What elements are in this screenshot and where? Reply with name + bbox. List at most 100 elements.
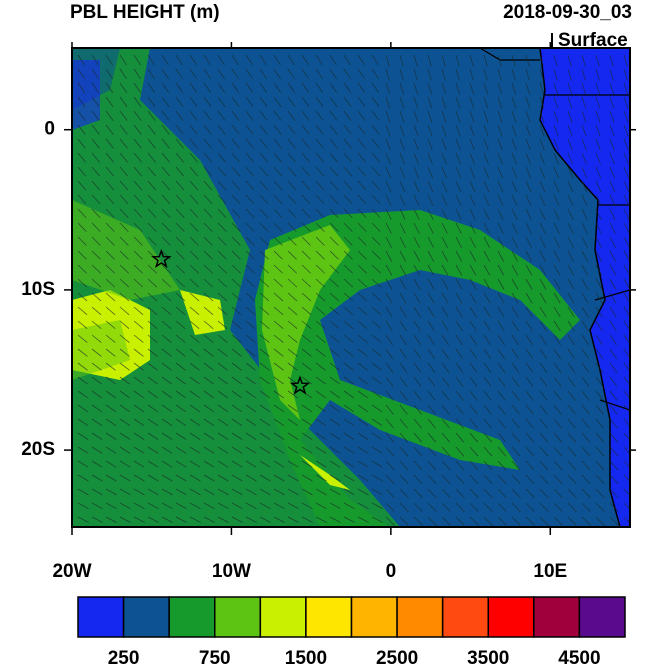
wind-barb: [119, 250, 129, 260]
wind-barb: [287, 516, 299, 523]
wind-barb: [105, 446, 117, 454]
wind-barb: [147, 208, 157, 219]
wind-barb: [273, 166, 283, 177]
wind-barb: [385, 68, 390, 81]
wind-barb: [161, 236, 171, 246]
wind-barb: [581, 362, 590, 373]
wind-barb: [385, 264, 393, 276]
wind-barb: [357, 208, 367, 219]
wind-barb: [147, 334, 158, 343]
wind-barb: [287, 320, 298, 330]
wind-barb: [301, 404, 313, 413]
wind-barb: [483, 152, 489, 165]
wind-barb: [413, 502, 423, 512]
wind-barb: [203, 474, 215, 482]
colorbar-box: [350, 596, 398, 638]
colorbar-box: [533, 596, 581, 638]
wind-barb: [357, 390, 369, 399]
wind-barb: [203, 222, 213, 232]
wind-barb: [273, 502, 285, 510]
wind-barb: [441, 180, 448, 193]
wind-barb: [91, 446, 103, 454]
wind-barb: [259, 376, 270, 385]
wind-barb: [315, 166, 325, 177]
wind-barb: [189, 138, 198, 149]
wind-barb: [455, 236, 462, 248]
wind-barb: [147, 516, 159, 523]
wind-barb: [273, 110, 282, 121]
wind-barb: [189, 362, 200, 371]
wind-barb: [343, 488, 355, 496]
wind-barb: [203, 460, 215, 468]
wind-barb: [413, 208, 420, 220]
wind-barb: [77, 138, 86, 149]
wind-barb: [217, 124, 226, 135]
wind-barb: [371, 334, 382, 343]
wind-barb: [133, 68, 142, 80]
wind-barb: [455, 306, 463, 318]
wind-barb: [483, 278, 491, 290]
wind-barb: [595, 348, 604, 360]
wind-barb: [595, 460, 605, 471]
wind-barb: [427, 82, 433, 95]
wind-barb: [91, 404, 103, 413]
wind-barb: [77, 208, 87, 219]
wind-barb: [595, 516, 605, 526]
wind-barb: [441, 488, 451, 498]
wind-barb: [77, 278, 88, 288]
wind-barb: [133, 250, 143, 260]
wind-barb: [217, 502, 229, 510]
wind-barb: [175, 96, 184, 107]
wind-barb: [609, 474, 619, 485]
wind-barb: [105, 390, 117, 399]
wind-barb: [455, 516, 465, 526]
wind-barb: [91, 502, 103, 510]
wind-barb: [399, 334, 408, 346]
wind-barb: [329, 278, 340, 288]
wind-barb: [119, 264, 129, 274]
wind-barb: [371, 166, 381, 177]
wind-barb: [133, 54, 141, 66]
wind-barb: [203, 390, 215, 399]
wind-barb: [609, 236, 616, 248]
wind-barb: [525, 278, 533, 290]
wind-barb: [273, 82, 282, 94]
wind-barb: [511, 306, 519, 318]
wind-barb: [441, 334, 450, 346]
wind-barb: [203, 362, 214, 371]
wind-barb: [497, 362, 506, 373]
wind-barb: [567, 348, 576, 360]
wind-barb: [441, 152, 447, 165]
wind-barb: [385, 376, 394, 387]
wind-barb: [259, 222, 269, 232]
wind-barb: [525, 348, 534, 360]
wind-barb: [217, 68, 226, 80]
wind-barb: [259, 502, 271, 510]
wind-barb: [147, 320, 158, 330]
wind-barb: [343, 264, 353, 274]
wind-barb: [105, 166, 115, 177]
wind-barb: [259, 152, 268, 163]
wind-barb: [553, 404, 562, 415]
wind-barb: [399, 264, 407, 276]
wind-barb: [119, 488, 131, 496]
wind-barb: [609, 418, 618, 429]
wind-barb: [189, 390, 201, 399]
wind-barb: [315, 152, 324, 163]
wind-barb: [105, 54, 113, 66]
wind-barb: [511, 110, 517, 123]
wind-barb: [105, 194, 115, 205]
wind-barb: [147, 180, 157, 191]
wind-barb: [567, 194, 574, 207]
wind-barb: [483, 292, 491, 304]
wind-barb: [441, 474, 451, 485]
wind-barb: [245, 418, 257, 426]
wind-barb: [245, 292, 256, 302]
wind-barb: [287, 390, 299, 399]
wind-barb: [315, 488, 327, 496]
wind-barb: [175, 474, 187, 482]
wind-barb: [231, 362, 242, 371]
wind-barb: [511, 264, 519, 276]
wind-barb: [105, 376, 116, 385]
wind-barb: [357, 278, 368, 288]
